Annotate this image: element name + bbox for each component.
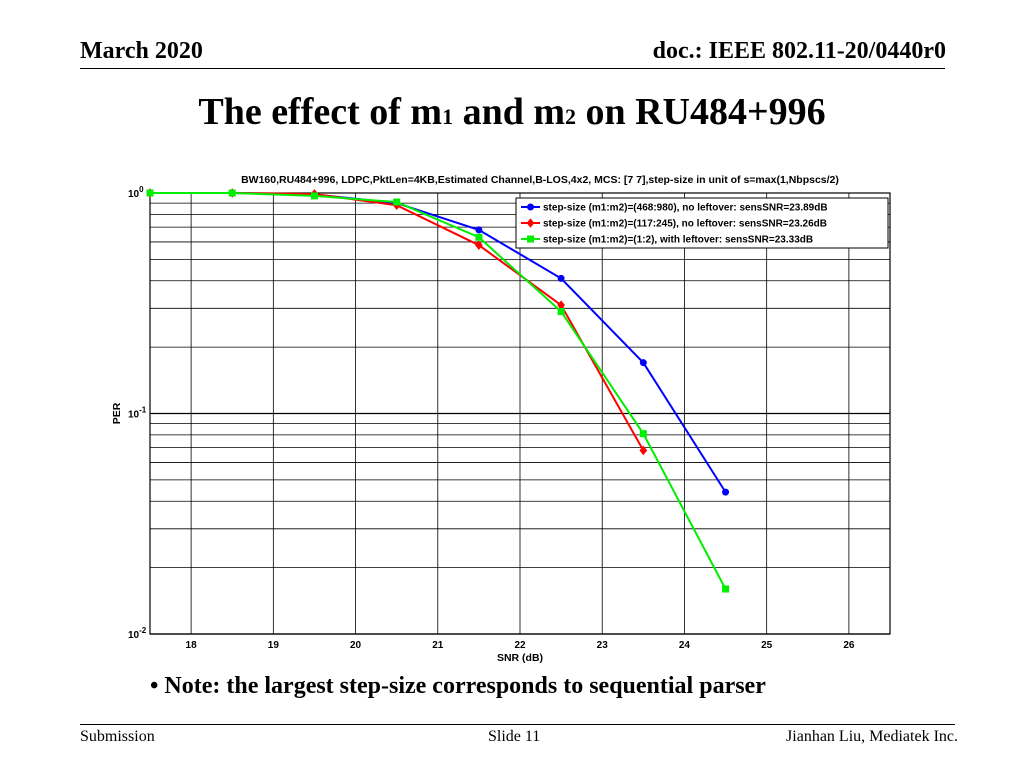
slide-title-subscript: 1 (442, 104, 454, 129)
footer-divider (80, 724, 955, 725)
data-point (393, 198, 401, 206)
x-tick-label: 22 (514, 640, 526, 651)
y-tick-label: 10-1 (128, 406, 147, 421)
data-point (639, 430, 647, 438)
legend-label: step-size (m1:m2)=(117:245), no leftover… (543, 219, 827, 230)
legend-label: step-size (m1:m2)=(1:2), with leftover: … (543, 235, 813, 246)
plot-frame (149, 192, 891, 635)
slide-title-part: The effect of m (198, 91, 443, 133)
data-point (722, 488, 730, 496)
chart-legend: step-size (m1:m2)=(468:980), no leftover… (515, 197, 889, 249)
footer-submission: Submission (80, 728, 155, 745)
data-point (557, 274, 565, 282)
y-axis-label: PER (111, 402, 123, 424)
note-label: Note: the largest step-size corresponds … (164, 673, 766, 699)
slide-title-part: and m (453, 91, 565, 133)
footer-slide-number: Slide 11 (488, 728, 541, 745)
x-tick-label: 19 (268, 640, 280, 651)
x-tick-label: 25 (761, 640, 773, 651)
chart-title: BW160,RU484+996, LDPC,PktLen=4KB,Estimat… (241, 174, 839, 186)
footer-author: Jianhan Liu, Mediatek Inc. (786, 728, 958, 745)
data-point (639, 359, 647, 367)
slide-title: The effect of m1 and m2 on RU484+996 (0, 90, 1024, 134)
data-point (557, 308, 565, 316)
data-point (310, 192, 318, 200)
data-point (475, 240, 483, 250)
x-tick-label: 26 (843, 640, 855, 651)
series-line (150, 192, 727, 590)
data-point (722, 585, 730, 593)
x-tick-label: 24 (679, 640, 691, 651)
x-tick-label: 23 (597, 640, 609, 651)
legend-box (515, 197, 889, 249)
legend-marker (527, 235, 534, 243)
data-point (475, 233, 483, 241)
header-date: March 2020 (80, 38, 203, 64)
x-tick-label: 18 (186, 640, 198, 651)
data-point (146, 189, 154, 197)
legend-marker (526, 218, 535, 228)
x-tick-label: 21 (432, 640, 444, 651)
slide-title-part: on RU484+996 (575, 91, 826, 133)
legend-marker (527, 203, 534, 211)
data-point (228, 189, 236, 197)
data-point (475, 226, 483, 234)
y-tick-label: 10-2 (128, 626, 147, 641)
legend-label: step-size (m1:m2)=(468:980), no leftover… (543, 203, 828, 214)
note-text: • Note: the largest step-size correspond… (150, 673, 766, 699)
x-tick-label: 20 (350, 640, 362, 651)
y-tick-label: 100 (128, 185, 144, 200)
header-doc-id: doc.: IEEE 802.11-20/0440r0 (652, 38, 946, 64)
header-divider (80, 68, 945, 69)
data-point (639, 445, 648, 456)
slide-title-subscript: 2 (564, 104, 576, 129)
x-axis-label: SNR (dB) (497, 652, 543, 664)
series-square (146, 189, 730, 593)
